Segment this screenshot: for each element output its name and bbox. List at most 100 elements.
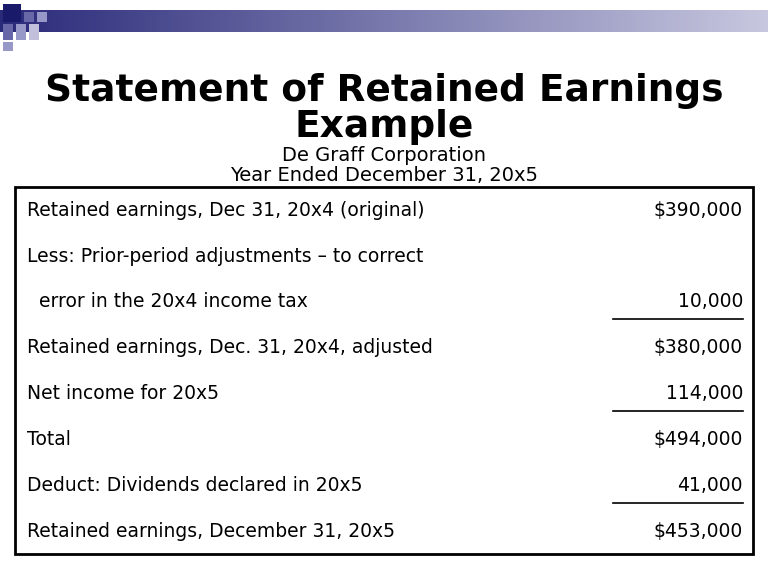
Bar [334, 10, 339, 33]
Bar [595, 10, 600, 33]
Bar [664, 10, 669, 33]
Bar [265, 10, 270, 33]
Bar [733, 10, 738, 33]
Text: Retained earnings, December 31, 20x5: Retained earnings, December 31, 20x5 [27, 522, 395, 541]
Bar [422, 10, 427, 33]
Bar [27, 10, 31, 33]
Bar [3, 4, 21, 22]
Bar [618, 10, 623, 33]
Bar [518, 10, 523, 33]
Bar [365, 10, 369, 33]
Text: $380,000: $380,000 [654, 338, 743, 357]
Bar [16, 24, 26, 40]
Bar [223, 10, 227, 33]
Bar [376, 10, 381, 33]
Bar [737, 10, 742, 33]
Text: Total: Total [27, 430, 71, 449]
Bar [545, 10, 550, 33]
Bar [108, 10, 112, 33]
Bar [511, 10, 515, 33]
Bar [549, 10, 554, 33]
Bar [8, 10, 12, 33]
Bar [188, 10, 193, 33]
Bar [15, 187, 753, 554]
Text: Retained earnings, Dec 31, 20x4 (original): Retained earnings, Dec 31, 20x4 (origina… [27, 201, 425, 220]
Bar [507, 10, 511, 33]
Bar [238, 10, 243, 33]
Bar [676, 10, 680, 33]
Bar [273, 10, 277, 33]
Bar [476, 10, 481, 33]
Bar [37, 12, 47, 22]
Bar [588, 10, 592, 33]
Bar [58, 10, 62, 33]
Bar [65, 10, 70, 33]
Text: Example: Example [294, 108, 474, 144]
Text: 114,000: 114,000 [666, 384, 743, 403]
Bar [161, 10, 166, 33]
Bar [288, 10, 293, 33]
Bar [756, 10, 761, 33]
Bar [384, 10, 389, 33]
Bar [714, 10, 719, 33]
Bar [534, 10, 538, 33]
Bar [81, 10, 85, 33]
Bar [399, 10, 404, 33]
Bar [357, 10, 362, 33]
Bar [607, 10, 611, 33]
Bar [31, 10, 35, 33]
Bar [173, 10, 177, 33]
Bar [250, 10, 254, 33]
Bar [219, 10, 223, 33]
Bar [561, 10, 565, 33]
Bar [38, 10, 43, 33]
Bar [131, 10, 135, 33]
Bar [134, 10, 139, 33]
Bar [88, 10, 93, 33]
Bar [568, 10, 573, 33]
Bar [614, 10, 619, 33]
Bar [653, 10, 657, 33]
Bar [300, 10, 304, 33]
Text: 10,000: 10,000 [677, 292, 743, 311]
Bar [246, 10, 250, 33]
Text: Year Ended December 31, 20x5: Year Ended December 31, 20x5 [230, 166, 538, 185]
Bar [645, 10, 650, 33]
Bar [35, 10, 39, 33]
Text: $390,000: $390,000 [654, 201, 743, 220]
Bar [319, 10, 323, 33]
Bar [515, 10, 519, 33]
Bar [361, 10, 366, 33]
Bar [660, 10, 665, 33]
Bar [503, 10, 508, 33]
Text: Retained earnings, Dec. 31, 20x4, adjusted: Retained earnings, Dec. 31, 20x4, adjust… [27, 338, 433, 357]
Bar [553, 10, 558, 33]
Bar [115, 10, 120, 33]
Bar [253, 10, 258, 33]
Bar [269, 10, 273, 33]
Bar [434, 10, 439, 33]
Bar [303, 10, 308, 33]
Bar [637, 10, 642, 33]
Bar [687, 10, 692, 33]
Bar [584, 10, 588, 33]
Bar [292, 10, 296, 33]
Bar [541, 10, 546, 33]
Bar [349, 10, 354, 33]
Bar [211, 10, 216, 33]
Bar [572, 10, 577, 33]
Bar [726, 10, 730, 33]
Bar [353, 10, 358, 33]
Bar [495, 10, 500, 33]
Bar [453, 10, 458, 33]
Bar [296, 10, 300, 33]
Bar [311, 10, 316, 33]
Bar [749, 10, 753, 33]
Bar [649, 10, 654, 33]
Bar [445, 10, 450, 33]
Bar [23, 10, 28, 33]
Bar [84, 10, 89, 33]
Bar [449, 10, 454, 33]
Text: Net income for 20x5: Net income for 20x5 [27, 384, 219, 403]
Bar [438, 10, 442, 33]
